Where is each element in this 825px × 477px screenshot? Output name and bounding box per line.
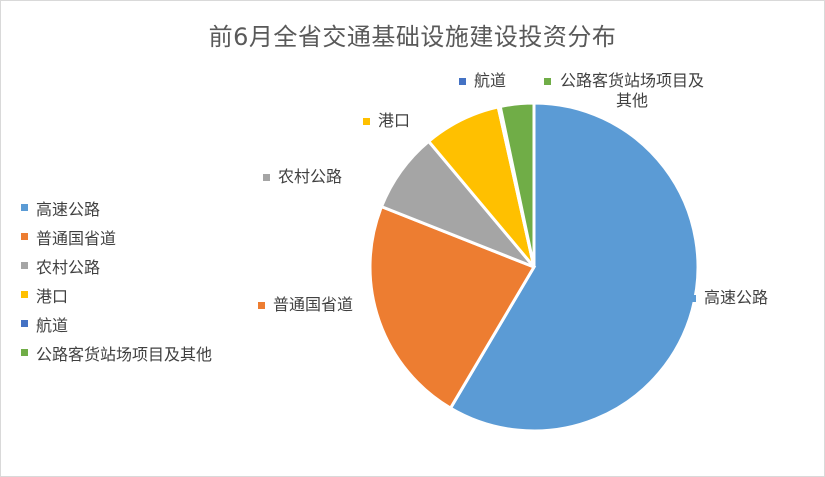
- data-label-swatch: [263, 174, 270, 181]
- chart-title: 前6月全省交通基础设施建设投资分布: [208, 23, 617, 51]
- data-label-swatch: [363, 118, 370, 125]
- data-label-rural-roads: 农村公路: [263, 167, 342, 187]
- data-label-swatch: [459, 78, 466, 85]
- legend-swatch: [21, 349, 28, 356]
- legend-swatch: [21, 262, 28, 269]
- legend-item: 港口: [21, 280, 212, 309]
- legend-swatch: [21, 233, 28, 240]
- legend-item: 高速公路: [21, 193, 212, 222]
- data-label-highway: 高速公路: [689, 288, 768, 308]
- pie-slice-national-provincial-roads: [368, 204, 537, 411]
- legend-item: 普通国省道: [21, 222, 212, 251]
- legend-label: 高速公路: [36, 199, 101, 219]
- data-label-swatch: [258, 302, 265, 309]
- legend: 高速公路 普通国省道 农村公路 港口 航道 公路客货站场项目及其他: [21, 193, 212, 367]
- pie-slice-stations-and-other: [498, 101, 536, 268]
- legend-item: 航道: [21, 309, 212, 338]
- pie-slice-highway: [448, 101, 700, 433]
- legend-label: 普通国省道: [36, 228, 117, 248]
- legend-label: 公路客货站场项目及其他: [36, 344, 213, 364]
- data-label-text: 航道: [474, 71, 507, 90]
- legend-swatch: [21, 204, 28, 211]
- legend-swatch: [21, 291, 28, 298]
- data-label-waterways: 航道: [459, 71, 506, 91]
- legend-label: 港口: [36, 286, 69, 306]
- data-label-swatch: [544, 78, 551, 85]
- data-label-stations-and-other: 公路客货站场项目及其他: [544, 71, 705, 111]
- data-label-text: 公路客货站场项目及其他: [559, 71, 704, 110]
- data-label-text: 高速公路: [704, 288, 769, 307]
- data-label-ports: 港口: [363, 111, 410, 131]
- legend-item: 公路客货站场项目及其他: [21, 338, 212, 367]
- data-label-text: 农村公路: [278, 167, 343, 186]
- data-label-text: 普通国省道: [273, 295, 354, 314]
- data-label-text: 港口: [378, 111, 411, 130]
- data-label-national-provincial-roads: 普通国省道: [258, 295, 353, 315]
- legend-label: 航道: [36, 315, 69, 335]
- legend-item: 农村公路: [21, 251, 212, 280]
- legend-label: 农村公路: [36, 257, 101, 277]
- legend-swatch: [21, 320, 28, 327]
- data-label-swatch: [689, 295, 696, 302]
